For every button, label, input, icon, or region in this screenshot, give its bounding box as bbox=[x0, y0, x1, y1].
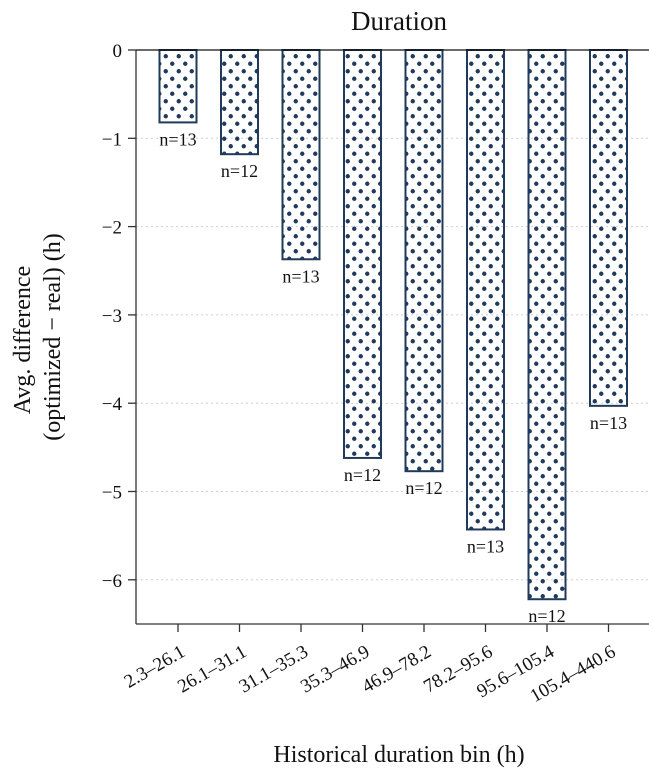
count-annotations: n=13 n=12 n=13 n=12 n=12 n=13 n=12 n=13 bbox=[159, 129, 627, 626]
x-tick-label: 31.1–35.3 bbox=[236, 641, 312, 697]
bar-count-label: n=13 bbox=[282, 266, 319, 286]
bar-count-label: n=13 bbox=[467, 536, 504, 556]
bar-count-label: n=12 bbox=[221, 161, 258, 181]
bars bbox=[158, 49, 628, 601]
bar-count-label: n=12 bbox=[528, 606, 565, 626]
bar bbox=[589, 49, 628, 407]
y-axis-label: Avg. difference (optimized − real) (h) bbox=[10, 233, 66, 440]
y-tick-label: 0 bbox=[113, 41, 123, 62]
y-tick-label: −5 bbox=[102, 483, 122, 504]
y-tick-label: −1 bbox=[102, 129, 122, 150]
bar-count-label: n=13 bbox=[590, 413, 627, 433]
bar bbox=[281, 49, 321, 261]
x-tick-label: 35.3–46.9 bbox=[297, 641, 373, 697]
y-tick-label: −4 bbox=[102, 394, 123, 415]
bar bbox=[466, 49, 505, 531]
y-axis-label-line-1: Avg. difference bbox=[10, 266, 36, 414]
bar bbox=[220, 49, 259, 156]
bar bbox=[404, 49, 444, 473]
x-tick-label: 46.9–78.2 bbox=[359, 641, 435, 697]
y-tick-label: −6 bbox=[102, 571, 122, 592]
y-ticks: 0 −1 −2 −3 −4 −5 −6 bbox=[102, 41, 136, 592]
y-axis-label-line-2: (optimized − real) (h) bbox=[40, 233, 66, 440]
grid-lines bbox=[136, 137, 649, 581]
x-ticks: 2.3–26.126.1–31.131.1–35.335.3–46.946.9–… bbox=[121, 624, 619, 707]
chart-title: Duration bbox=[351, 6, 447, 36]
bar bbox=[527, 49, 567, 601]
bar-count-label: n=12 bbox=[405, 478, 442, 498]
bar bbox=[343, 49, 382, 459]
x-axis-label: Historical duration bin (h) bbox=[273, 742, 524, 768]
bar-count-label: n=12 bbox=[344, 465, 381, 485]
bar-count-label: n=13 bbox=[159, 129, 196, 149]
y-tick-label: −2 bbox=[102, 218, 122, 239]
x-tick-label: 26.1–31.1 bbox=[174, 641, 250, 697]
bar bbox=[158, 49, 198, 124]
y-tick-label: −3 bbox=[102, 306, 122, 327]
